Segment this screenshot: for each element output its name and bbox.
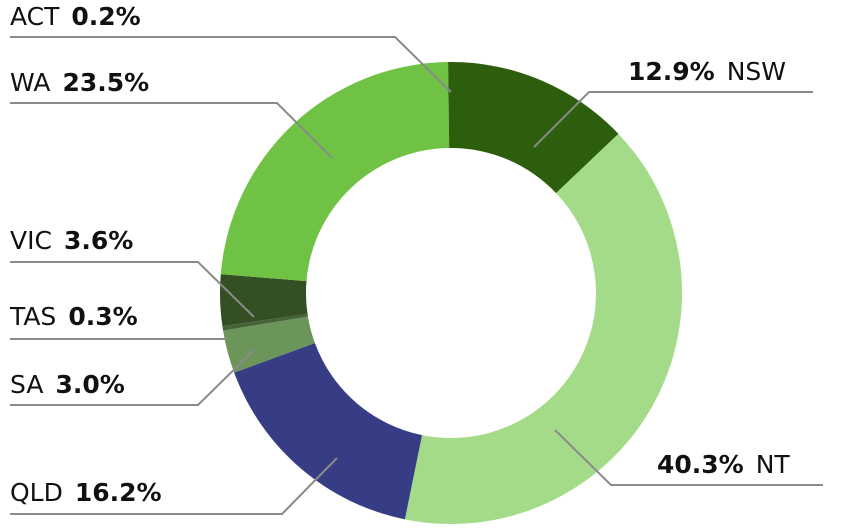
label-nt: 40.3% NT — [657, 450, 790, 480]
slice-act — [448, 62, 451, 149]
leader-line-nt — [554, 429, 823, 486]
label-act-name: ACT — [10, 2, 60, 31]
label-qld-pct: 16.2% — [74, 478, 162, 507]
leader-line-act — [10, 36, 452, 93]
label-act-pct: 0.2% — [71, 2, 141, 31]
label-qld-name: QLD — [10, 478, 63, 507]
label-sa-name: SA — [10, 370, 44, 399]
label-wa: WA 23.5% — [10, 68, 149, 98]
leader-line-nsw — [533, 91, 813, 148]
slice-qld — [234, 342, 423, 520]
label-sa: SA 3.0% — [10, 370, 125, 400]
label-tas-name: TAS — [10, 302, 57, 331]
label-sa-pct: 3.0% — [55, 370, 125, 399]
donut-slices — [220, 62, 682, 524]
leader-lines — [10, 36, 823, 515]
slice-nt — [404, 133, 682, 524]
label-nsw-pct: 12.9% — [628, 57, 715, 86]
leader-line-qld — [10, 457, 338, 515]
label-nt-pct: 40.3% — [657, 450, 744, 479]
label-tas: TAS 0.3% — [10, 302, 138, 332]
label-nsw: 12.9% NSW — [628, 57, 786, 87]
label-vic: VIC 3.6% — [10, 226, 133, 256]
label-vic-pct: 3.6% — [63, 226, 134, 255]
leader-line-wa — [10, 102, 333, 159]
leader-line-vic — [10, 261, 255, 318]
label-vic-name: VIC — [10, 226, 52, 255]
label-tas-pct: 0.3% — [68, 302, 138, 331]
label-act: ACT 0.2% — [10, 2, 141, 32]
label-qld: QLD 16.2% — [10, 478, 162, 508]
slice-tas — [222, 313, 308, 331]
slice-vic — [220, 274, 308, 327]
slice-nsw — [451, 62, 619, 194]
label-nsw-name: NSW — [726, 57, 787, 86]
slice-wa — [220, 62, 450, 282]
label-nt-name: NT — [755, 450, 790, 479]
leader-line-sa — [10, 349, 255, 406]
label-wa-pct: 23.5% — [62, 68, 150, 97]
label-wa-name: WA — [10, 68, 51, 97]
